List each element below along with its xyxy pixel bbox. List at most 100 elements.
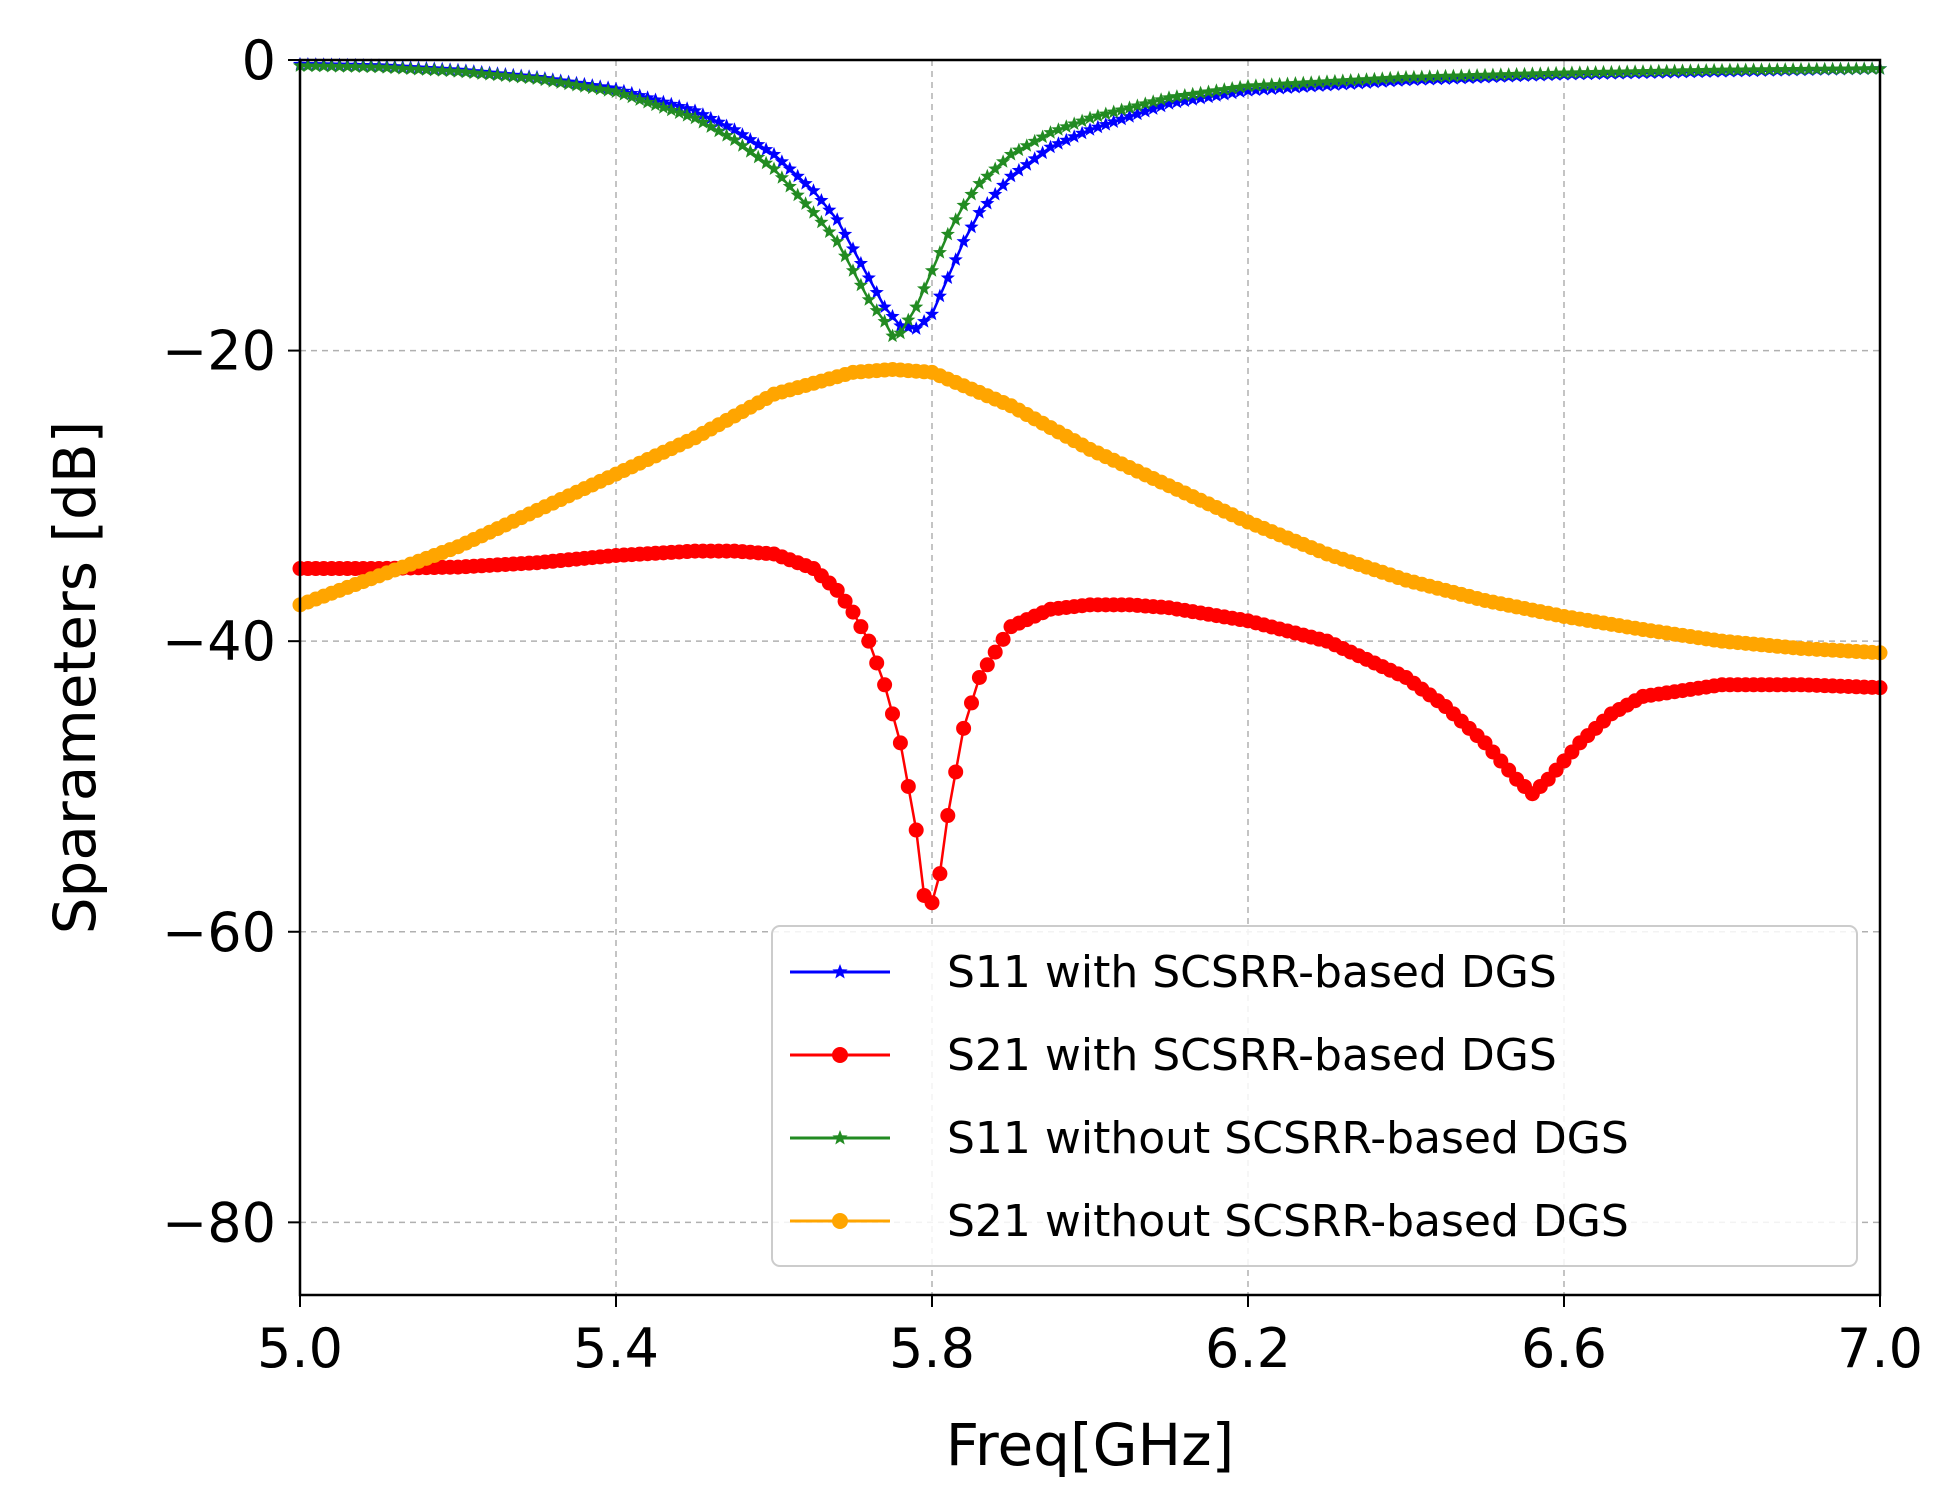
series-4 [292, 361, 1888, 661]
data-point [838, 226, 853, 241]
data-point [743, 132, 758, 146]
data-point [1849, 61, 1864, 75]
data-point [1817, 61, 1832, 76]
data-point [964, 219, 979, 234]
y-tick-label: −20 [162, 320, 276, 383]
data-point [1225, 85, 1240, 100]
data-point [869, 303, 884, 317]
data-point [1122, 100, 1137, 114]
data-point [964, 695, 979, 711]
data-point [1572, 65, 1587, 79]
data-point [601, 83, 616, 97]
y-tick-label: −60 [162, 901, 276, 964]
data-point [703, 119, 718, 133]
data-point [711, 123, 726, 138]
data-point [798, 196, 813, 210]
data-point [1059, 132, 1074, 147]
data-point [1738, 62, 1753, 76]
data-point [830, 234, 845, 248]
data-point [1675, 63, 1690, 77]
data-point [909, 321, 924, 335]
data-point [1225, 81, 1240, 95]
data-point [735, 127, 750, 141]
series-1 [292, 56, 1888, 335]
data-point [1138, 103, 1153, 118]
data-point [924, 895, 940, 911]
data-point [1272, 81, 1287, 95]
x-tick-label: 5.0 [257, 1317, 343, 1380]
data-point [1683, 63, 1698, 77]
data-point [695, 115, 710, 129]
data-point [806, 183, 821, 197]
data-point [553, 75, 568, 89]
data-point [1177, 93, 1192, 107]
data-point [529, 71, 545, 85]
data-point [419, 62, 434, 76]
data-point [672, 105, 687, 119]
data-point [853, 255, 868, 270]
data-point [751, 137, 766, 151]
data-point [1264, 81, 1279, 96]
data-point [996, 177, 1011, 192]
data-point [561, 76, 576, 91]
data-point [1075, 113, 1090, 128]
legend-swatch-marker [832, 964, 848, 979]
data-point [324, 58, 339, 73]
data-point [1343, 73, 1358, 87]
data-point [1549, 65, 1564, 80]
data-point [932, 245, 947, 259]
data-point [1043, 125, 1058, 139]
data-point [1256, 77, 1271, 92]
data-point [569, 77, 584, 92]
data-point [1106, 104, 1121, 119]
data-point [892, 735, 908, 751]
data-point [1707, 62, 1722, 77]
data-point [901, 319, 916, 334]
data-point [908, 822, 924, 838]
data-point [1146, 101, 1161, 115]
data-point [695, 107, 710, 121]
data-point [782, 161, 797, 175]
data-point [490, 67, 505, 82]
data-point [924, 263, 940, 277]
data-point [1778, 62, 1793, 76]
data-point [735, 138, 750, 152]
data-point [593, 81, 608, 96]
data-point [1541, 66, 1556, 80]
legend-box [771, 925, 1858, 1267]
data-point [1383, 70, 1398, 85]
data-point [1327, 73, 1342, 88]
data-point [498, 68, 513, 82]
data-point [995, 631, 1011, 647]
data-point [1833, 61, 1848, 76]
data-point [956, 234, 971, 248]
data-point [387, 60, 402, 75]
data-point [822, 202, 837, 217]
data-point [687, 103, 703, 117]
data-point [616, 87, 631, 101]
data-point [1651, 63, 1666, 78]
legend-swatch-marker [832, 1213, 848, 1229]
data-point [1161, 90, 1177, 104]
data-point [798, 176, 813, 190]
data-point [1185, 86, 1200, 101]
data-point [1762, 62, 1777, 76]
data-point [972, 205, 987, 219]
data-point [956, 197, 971, 212]
legend-swatch-marker [832, 1047, 848, 1063]
data-point [948, 212, 963, 226]
data-point [940, 270, 955, 284]
data-point [703, 110, 718, 125]
x-tick-label: 6.6 [1521, 1317, 1607, 1380]
data-point [845, 241, 861, 255]
data-point [308, 58, 323, 73]
data-point [1280, 76, 1295, 90]
data-point [364, 59, 379, 74]
data-point [979, 657, 995, 673]
data-point [1067, 116, 1082, 130]
data-point [300, 58, 315, 72]
data-point [861, 292, 876, 306]
data-point [1201, 89, 1216, 104]
data-point [1233, 84, 1248, 98]
data-point [1130, 98, 1145, 112]
